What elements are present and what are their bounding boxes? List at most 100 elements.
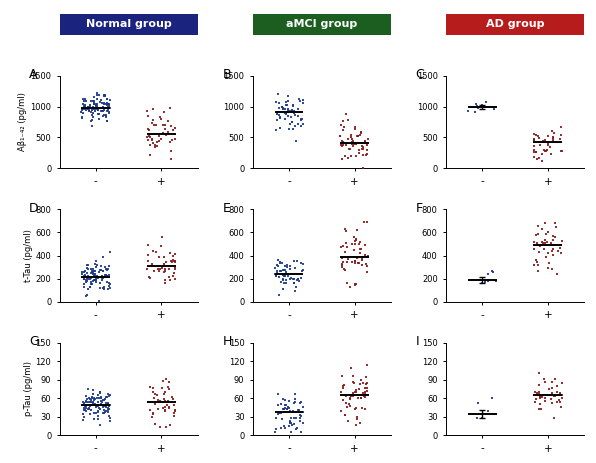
- Point: [145, 133, 154, 141]
- Point: [92, 404, 101, 411]
- Point: [85, 399, 95, 406]
- Point: [99, 100, 108, 107]
- Point: [297, 412, 306, 419]
- Point: [290, 275, 299, 282]
- Point: [274, 111, 284, 119]
- Point: [554, 397, 564, 404]
- Point: [288, 106, 297, 114]
- Point: [280, 396, 290, 403]
- Point: [90, 270, 100, 278]
- Point: [348, 142, 358, 150]
- Point: [350, 123, 360, 131]
- Point: [101, 271, 111, 278]
- Point: [463, 107, 473, 114]
- Point: [292, 276, 302, 283]
- Point: [477, 101, 487, 109]
- Point: [350, 405, 360, 413]
- Point: [361, 151, 371, 158]
- Point: [343, 154, 353, 161]
- Point: [362, 218, 371, 225]
- Point: [148, 384, 158, 391]
- Point: [104, 402, 114, 410]
- Point: [105, 105, 114, 112]
- Point: [78, 402, 88, 409]
- Point: [154, 266, 163, 273]
- Point: [531, 396, 541, 403]
- Point: [281, 401, 290, 409]
- Point: [104, 101, 113, 109]
- Point: [160, 404, 170, 411]
- Point: [95, 402, 104, 409]
- Point: [530, 389, 540, 396]
- Point: [84, 104, 94, 112]
- Point: [163, 128, 173, 136]
- Point: [159, 263, 169, 270]
- Point: [284, 113, 293, 120]
- Point: [549, 129, 558, 137]
- Point: [534, 388, 544, 395]
- Point: [555, 135, 564, 143]
- Point: [362, 263, 372, 270]
- Point: [541, 254, 551, 261]
- Point: [285, 265, 295, 272]
- Point: [159, 261, 169, 268]
- Point: [98, 103, 108, 110]
- Point: [89, 394, 99, 402]
- Point: [532, 259, 541, 266]
- Point: [548, 265, 557, 273]
- Point: [537, 393, 547, 400]
- Point: [533, 268, 543, 275]
- Point: [91, 260, 100, 268]
- Point: [347, 140, 357, 148]
- Point: [539, 146, 549, 153]
- Point: [143, 242, 153, 249]
- Point: [347, 240, 356, 248]
- Point: [95, 98, 105, 106]
- Point: [360, 138, 370, 145]
- Point: [280, 404, 289, 412]
- Point: [351, 236, 361, 244]
- Point: [104, 279, 114, 287]
- Point: [90, 395, 100, 403]
- Point: [162, 131, 171, 138]
- Point: [154, 132, 163, 140]
- Point: [275, 408, 285, 416]
- Point: [481, 276, 491, 283]
- Point: [554, 248, 563, 255]
- Point: [299, 420, 308, 427]
- Point: [296, 259, 306, 267]
- Point: [88, 400, 97, 407]
- Point: [80, 95, 89, 102]
- Point: [83, 105, 93, 113]
- Point: [288, 275, 298, 282]
- Point: [154, 253, 164, 261]
- Point: [83, 274, 92, 282]
- Point: [170, 258, 180, 266]
- Point: [361, 241, 370, 249]
- Point: [79, 268, 88, 275]
- Point: [101, 394, 110, 401]
- Point: [88, 394, 97, 401]
- Point: [530, 149, 539, 156]
- Point: [279, 408, 288, 416]
- Point: [358, 164, 367, 172]
- Point: [89, 100, 98, 108]
- Point: [340, 265, 349, 272]
- Point: [359, 218, 368, 225]
- Point: [103, 390, 113, 398]
- Point: [89, 100, 99, 108]
- Point: [360, 405, 370, 413]
- Point: [289, 279, 299, 287]
- Point: [352, 413, 362, 420]
- Point: [358, 389, 368, 396]
- Point: [290, 111, 300, 119]
- Point: [535, 135, 544, 142]
- Point: [98, 107, 107, 115]
- Point: [346, 133, 356, 140]
- Point: [170, 125, 179, 132]
- Point: [537, 150, 547, 157]
- Point: [351, 421, 361, 429]
- Point: [288, 279, 298, 287]
- Point: [274, 273, 284, 280]
- Point: [93, 402, 103, 409]
